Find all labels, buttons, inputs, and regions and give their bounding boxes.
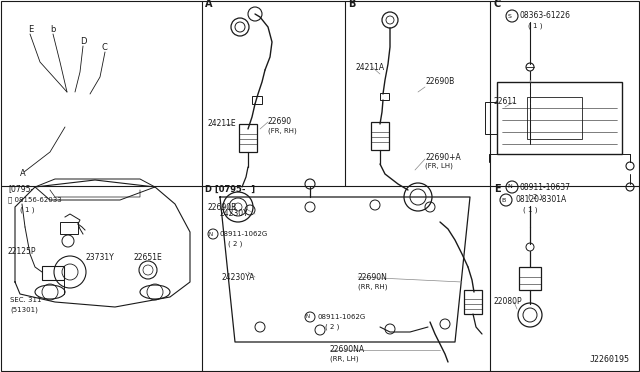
Text: ( 1 ): ( 1 ): [523, 207, 538, 213]
Text: 22690NA: 22690NA: [330, 346, 365, 355]
Text: 24230Y: 24230Y: [220, 209, 249, 218]
Text: N: N: [306, 314, 310, 320]
Text: ( 2 ): ( 2 ): [528, 194, 542, 200]
Bar: [527, 97, 582, 139]
Text: C: C: [494, 0, 501, 9]
Text: 22690+A: 22690+A: [425, 153, 461, 161]
Text: Ⓑ 08156-62033: Ⓑ 08156-62033: [8, 197, 61, 203]
Text: 22125P: 22125P: [8, 247, 36, 257]
Text: 23731Y: 23731Y: [85, 253, 114, 262]
Bar: [464, 290, 482, 314]
Bar: [497, 82, 622, 154]
Text: ( 2 ): ( 2 ): [325, 324, 339, 330]
Text: (51301): (51301): [10, 307, 38, 313]
Text: S: S: [508, 13, 512, 19]
Text: 22611: 22611: [494, 97, 518, 106]
Bar: [519, 267, 541, 290]
Bar: [252, 96, 262, 104]
Text: 22690B: 22690B: [425, 77, 454, 87]
Text: 22690B: 22690B: [207, 202, 236, 212]
Text: 24211E: 24211E: [207, 119, 236, 128]
Text: D: D: [80, 38, 86, 46]
Text: D [0795-  ]: D [0795- ]: [205, 185, 255, 193]
Text: 22690: 22690: [268, 118, 292, 126]
Text: 22080P: 22080P: [494, 298, 523, 307]
Bar: [60, 222, 78, 234]
Text: 08911-10637: 08911-10637: [520, 183, 571, 192]
Text: (FR, LH): (FR, LH): [425, 163, 453, 169]
Text: N: N: [209, 231, 213, 237]
Text: E: E: [494, 184, 500, 194]
Text: B: B: [502, 198, 506, 202]
Text: 24211A: 24211A: [355, 62, 384, 71]
Text: ( 1 ): ( 1 ): [20, 207, 35, 213]
Bar: [371, 122, 389, 150]
Text: (RR, LH): (RR, LH): [330, 356, 358, 362]
Text: (FR, RH): (FR, RH): [268, 128, 297, 134]
Bar: [485, 102, 497, 134]
Text: C: C: [102, 44, 108, 52]
Text: 08911-1062G: 08911-1062G: [220, 231, 268, 237]
Text: 22690N: 22690N: [358, 273, 388, 282]
Text: [0795-: [0795-: [8, 185, 33, 193]
Text: SEC. 311: SEC. 311: [10, 297, 42, 303]
Bar: [380, 93, 389, 100]
Text: 08363-61226: 08363-61226: [520, 12, 571, 20]
Text: N: N: [508, 185, 513, 189]
Text: 24230YA: 24230YA: [222, 273, 255, 282]
Text: E: E: [28, 26, 33, 35]
Text: A: A: [20, 170, 26, 179]
Text: ( 2 ): ( 2 ): [228, 241, 243, 247]
Bar: [239, 124, 257, 152]
Text: J2260195: J2260195: [590, 355, 630, 364]
Text: 22651E: 22651E: [133, 253, 162, 262]
Text: 08911-1062G: 08911-1062G: [318, 314, 366, 320]
Text: A: A: [205, 0, 212, 9]
Bar: [42, 266, 64, 280]
Text: (RR, RH): (RR, RH): [358, 284, 387, 290]
Text: ( 1 ): ( 1 ): [528, 23, 543, 29]
Text: b: b: [50, 26, 56, 35]
Text: B: B: [348, 0, 355, 9]
Text: 08120-8301A: 08120-8301A: [515, 196, 566, 205]
